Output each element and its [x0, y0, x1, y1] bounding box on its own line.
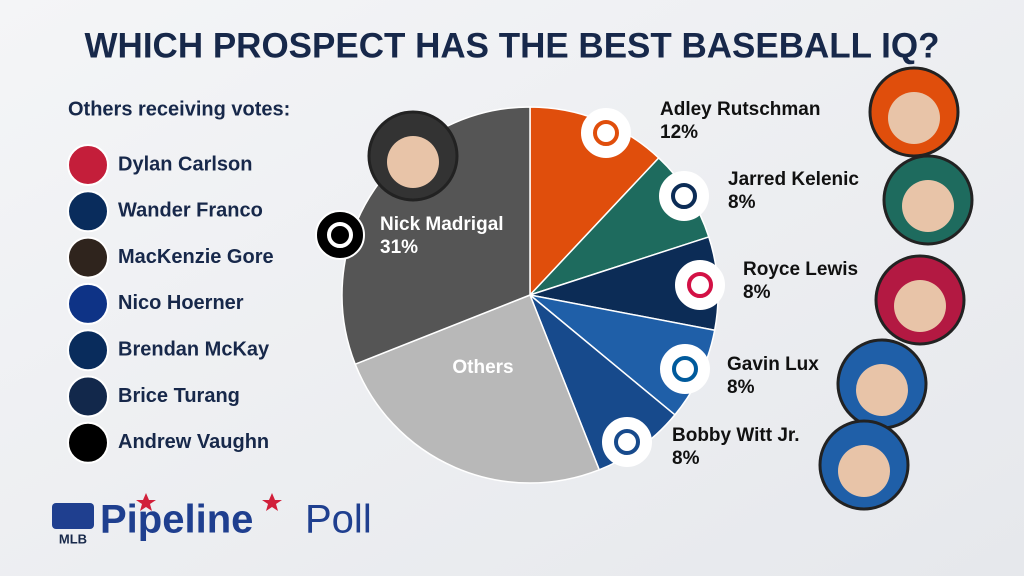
slice-value: 8% — [743, 282, 771, 303]
team-logo — [67, 329, 109, 372]
slice-label: Gavin Lux — [727, 354, 819, 375]
slice-value: 12% — [660, 122, 698, 143]
others-name: Wander Franco — [118, 200, 263, 222]
team-logo — [67, 144, 109, 186]
chart-title: WHICH PROSPECT HAS THE BEST BASEBALL IQ? — [85, 26, 940, 65]
slice-label: Royce Lewis — [743, 259, 858, 280]
others-heading: Others receiving votes: — [68, 98, 290, 120]
footer-logo: MLB Pipeline Poll — [52, 493, 372, 546]
slice-label: Adley Rutschman — [660, 99, 820, 120]
team-logo — [67, 236, 109, 279]
team-logo — [67, 282, 109, 325]
star — [136, 493, 156, 511]
team-logo — [602, 417, 652, 467]
team-logo-mark — [687, 272, 713, 298]
footer-name: Pipeline — [100, 498, 253, 542]
team-logo — [67, 190, 109, 233]
team-logo-mark — [614, 429, 640, 455]
slice-label: Others — [452, 357, 513, 378]
team-logo — [315, 210, 365, 260]
star — [262, 493, 282, 511]
team-logo — [581, 108, 631, 158]
team-logo — [67, 421, 109, 464]
team-logo-mark — [593, 120, 619, 146]
player-face — [888, 92, 940, 144]
others-name: MacKenzie Gore — [118, 246, 274, 268]
player-face — [894, 280, 946, 332]
others-name: Andrew Vaughn — [118, 431, 269, 453]
team-logo-mark — [671, 183, 697, 209]
player-face — [387, 136, 439, 188]
mlb-badge — [52, 503, 94, 529]
brand: MLB — [59, 531, 87, 546]
slice-value: 8% — [728, 192, 756, 213]
others-name: Dylan Carlson — [118, 153, 252, 175]
slice-value: 8% — [672, 448, 700, 469]
team-logo — [675, 260, 725, 310]
team-logo — [659, 171, 709, 221]
slice-value: 8% — [727, 377, 755, 398]
slice-label: Bobby Witt Jr. — [672, 425, 800, 446]
slice-label: Jarred Kelenic — [728, 169, 859, 190]
team-logo — [660, 344, 710, 394]
slice-value: 31% — [380, 237, 418, 258]
pie-slice — [354, 294, 601, 484]
footer-word: Poll — [305, 498, 372, 542]
team-logo-mark — [672, 356, 698, 382]
player-face — [902, 180, 954, 232]
others-name: Brendan McKay — [118, 338, 270, 360]
team-logo-mark — [327, 222, 353, 248]
player-face — [856, 364, 908, 416]
team-logo — [67, 375, 109, 418]
others-name: Nico Hoerner — [118, 292, 244, 314]
slice-label: Nick Madrigal — [380, 214, 504, 235]
player-face — [838, 445, 890, 497]
others-name: Brice Turang — [118, 385, 240, 407]
